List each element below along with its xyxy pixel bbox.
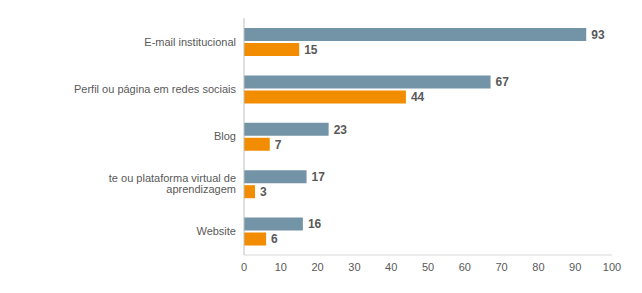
svg-text:50: 50	[422, 261, 434, 273]
svg-text:100: 100	[603, 261, 621, 273]
svg-text:17: 17	[312, 170, 326, 184]
svg-text:7: 7	[275, 138, 282, 152]
svg-text:3: 3	[260, 185, 267, 199]
svg-text:10: 10	[275, 261, 287, 273]
svg-text:20: 20	[311, 261, 323, 273]
svg-text:6: 6	[271, 232, 278, 246]
svg-text:93: 93	[591, 28, 605, 42]
svg-text:Perfil ou página em redes soci: Perfil ou página em redes sociais	[74, 83, 237, 95]
svg-text:40: 40	[385, 261, 397, 273]
svg-text:80: 80	[532, 261, 544, 273]
svg-text:67: 67	[496, 75, 510, 89]
svg-text:te ou plataforma virtual deapr: te ou plataforma virtual deaprendizagem	[109, 172, 236, 195]
svg-text:44: 44	[411, 90, 425, 104]
svg-text:0: 0	[241, 261, 247, 273]
svg-text:16: 16	[308, 217, 322, 231]
svg-text:23: 23	[334, 123, 348, 137]
svg-text:E-mail institucional: E-mail institucional	[144, 36, 236, 48]
svg-text:Website: Website	[196, 225, 236, 237]
svg-text:15: 15	[304, 43, 318, 57]
svg-text:70: 70	[495, 261, 507, 273]
svg-text:60: 60	[459, 261, 471, 273]
svg-text:Blog: Blog	[214, 130, 236, 142]
svg-text:30: 30	[348, 261, 360, 273]
svg-text:90: 90	[569, 261, 581, 273]
